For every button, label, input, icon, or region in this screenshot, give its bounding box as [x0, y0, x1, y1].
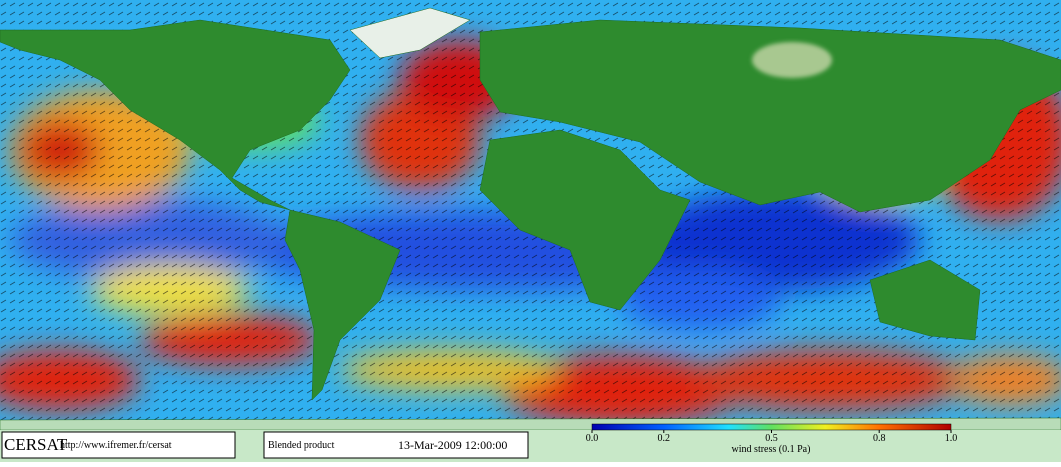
- land: [0, 7, 1061, 431]
- product-box: [263, 431, 529, 459]
- colorbar-tick-label: 0.2: [658, 433, 671, 444]
- product: Blended product: [268, 440, 335, 451]
- colorbar: [591, 423, 952, 431]
- colorbar-tick-label: 0.0: [586, 433, 599, 444]
- date: 13-Mar-2009 12:00:00: [398, 438, 507, 452]
- colorbar-tick-label: 0.8: [873, 433, 886, 444]
- colorbar-label: wind stress (0.1 Pa): [732, 444, 811, 455]
- colorbar-tick-label: 0.5: [765, 433, 778, 444]
- url: http://www.ifremer.fr/cersat: [60, 440, 172, 451]
- colorbar-ticks: 0.0 0.2 0.5 0.8 1.0: [586, 430, 958, 444]
- logo: CERSAT: [4, 435, 68, 454]
- logo-box: [1, 431, 236, 459]
- colorbar-tick-label: 1.0: [945, 433, 958, 444]
